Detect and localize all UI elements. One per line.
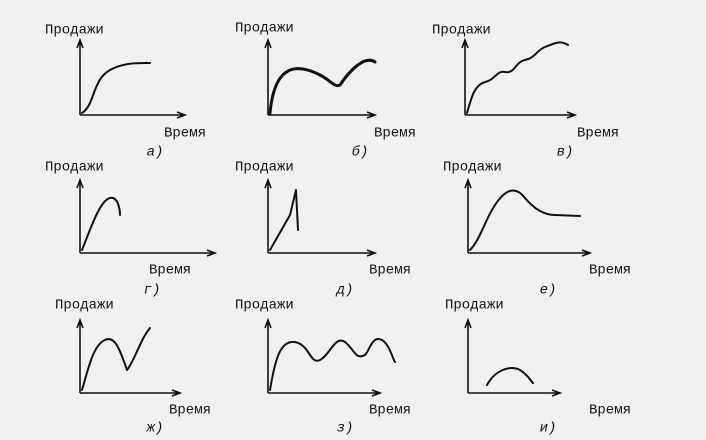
- curve: [269, 189, 299, 251]
- y-axis-label: Продажи: [235, 21, 294, 37]
- panel-caption: ж): [146, 421, 164, 437]
- y-axis: [264, 317, 272, 393]
- curve: [466, 41, 569, 114]
- x-axis-label: Время: [169, 403, 211, 419]
- panel-caption: в): [557, 145, 574, 161]
- curve: [269, 338, 396, 391]
- x-axis-label: Время: [369, 263, 411, 279]
- panel-caption: г): [144, 283, 161, 299]
- y-axis: [464, 177, 472, 253]
- y-axis: [461, 37, 469, 115]
- x-axis-label: Время: [369, 403, 411, 419]
- y-axis-label: Продажи: [445, 298, 504, 314]
- y-axis: [76, 317, 84, 393]
- x-axis: [268, 389, 383, 397]
- panel-caption: и): [540, 421, 557, 437]
- x-axis: [80, 389, 183, 397]
- y-axis-label: Продажи: [55, 298, 114, 314]
- x-axis-label: Время: [149, 263, 191, 279]
- y-axis-label: Продажи: [235, 160, 294, 176]
- x-axis: [80, 111, 188, 119]
- y-axis: [76, 177, 84, 253]
- x-axis: [268, 249, 378, 257]
- x-axis: [465, 111, 578, 119]
- x-axis-label: Время: [374, 126, 416, 142]
- x-axis: [268, 111, 378, 119]
- x-axis: [468, 249, 593, 257]
- panel-caption: з): [337, 421, 354, 437]
- x-axis-label: Время: [577, 126, 619, 142]
- x-axis: [468, 389, 563, 397]
- panel-caption: а): [147, 145, 164, 161]
- x-axis-label: Время: [589, 263, 631, 279]
- y-axis-label: Продажи: [45, 160, 104, 176]
- y-axis: [76, 37, 84, 115]
- curve: [81, 61, 151, 114]
- y-axis-label: Продажи: [235, 298, 294, 314]
- x-axis-label: Время: [589, 403, 631, 419]
- curve: [469, 189, 581, 251]
- panel-caption: е): [540, 283, 557, 299]
- curve: [81, 327, 151, 391]
- y-axis-label: Продажи: [45, 23, 104, 39]
- y-axis: [464, 317, 472, 393]
- y-axis-label: Продажи: [432, 23, 491, 39]
- y-axis: [264, 177, 272, 253]
- curve: [81, 196, 121, 251]
- x-axis-label: Время: [164, 126, 206, 142]
- panel-caption: д): [335, 283, 354, 299]
- y-axis: [264, 37, 272, 115]
- x-axis: [80, 249, 218, 257]
- y-axis-label: Продажи: [443, 160, 502, 176]
- curve: [268, 58, 377, 115]
- panel-caption: б): [352, 144, 369, 161]
- curve: [486, 367, 534, 386]
